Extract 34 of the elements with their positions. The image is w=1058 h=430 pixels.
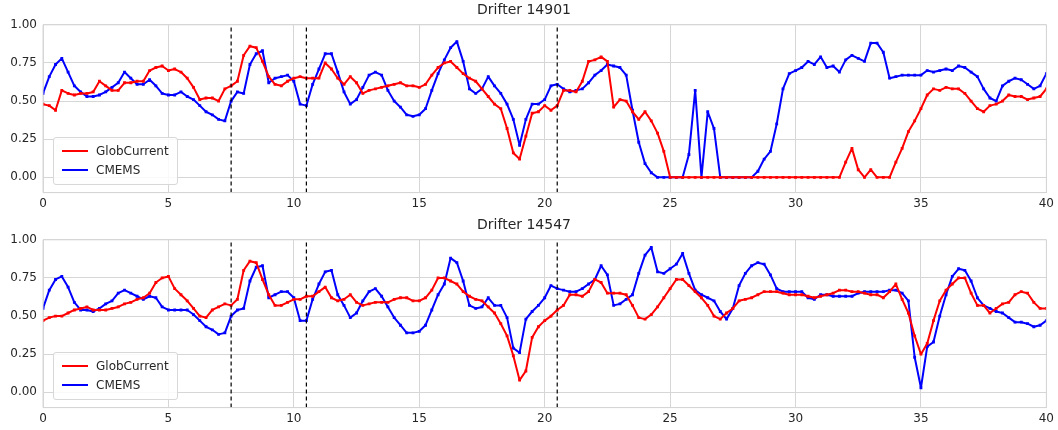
x-tick-label: 15 (411, 195, 427, 210)
x-tick-label: 5 (164, 410, 173, 425)
legend-label: GlobCurrent (96, 359, 169, 374)
x-tick-label: 25 (662, 195, 678, 210)
y-tick-label: 0.75 (10, 270, 37, 285)
x-tick-label: 10 (286, 195, 302, 210)
x-tick-label: 35 (913, 410, 929, 425)
y-tick-label: 0.50 (10, 308, 37, 323)
x-tick-label: 30 (787, 410, 804, 425)
y-tick-label: 0.25 (10, 346, 37, 361)
x-tick-label: 25 (662, 410, 678, 425)
chart-title: Drifter 14901 (477, 1, 571, 18)
x-tick-label: 35 (913, 195, 929, 210)
x-tick-label: 40 (1038, 410, 1055, 425)
x-tick-label: 0 (39, 195, 47, 210)
y-tick-label: 1.00 (10, 231, 37, 246)
y-tick-label: 0.00 (10, 384, 37, 399)
y-tick-label: 0.75 (10, 55, 37, 70)
x-tick-label: 5 (164, 195, 173, 210)
legend-label: CMEMS (96, 378, 141, 393)
x-tick-label: 20 (537, 410, 553, 425)
chart-title: Drifter 14547 (477, 216, 571, 233)
y-tick-label: 0.50 (10, 93, 37, 108)
x-tick-label: 40 (1038, 195, 1055, 210)
y-tick-label: 1.00 (10, 16, 37, 31)
legend-label: CMEMS (96, 163, 141, 178)
x-tick-label: 20 (537, 195, 553, 210)
x-tick-label: 15 (411, 410, 427, 425)
legend-label: GlobCurrent (96, 144, 169, 159)
x-tick-label: 30 (787, 195, 804, 210)
y-tick-label: 0.00 (10, 169, 37, 184)
x-tick-label: 10 (286, 410, 302, 425)
y-tick-label: 0.25 (10, 131, 37, 146)
x-tick-label: 0 (39, 410, 47, 425)
